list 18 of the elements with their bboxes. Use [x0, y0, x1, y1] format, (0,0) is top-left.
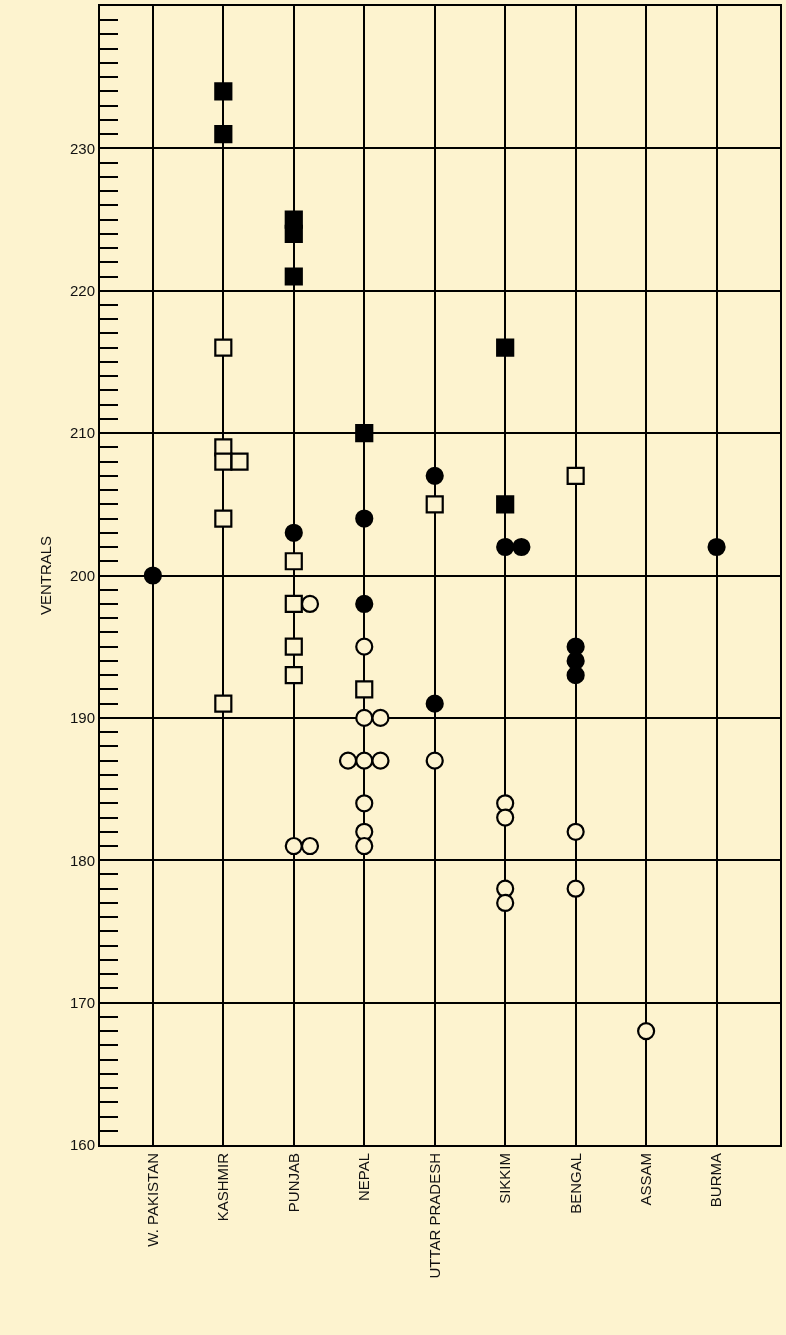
y-axis-title: VENTRALS: [36, 535, 54, 616]
x-tick-label: ASSAM: [636, 1153, 654, 1206]
y-tick-label: 190: [69, 709, 95, 727]
x-tick-label: BURMA: [707, 1153, 725, 1208]
x-tick-label: PUNJAB: [284, 1153, 302, 1213]
y-tick-label: 230: [69, 139, 95, 157]
y-tick-label: 200: [69, 566, 95, 584]
y-tick-label: 210: [69, 424, 95, 442]
y-tick-label: 170: [69, 993, 95, 1011]
x-tick-label: BENGAL: [566, 1153, 584, 1214]
y-tick-label: 180: [69, 851, 95, 869]
x-tick-label: NEPAL: [355, 1153, 373, 1202]
y-tick-label: 220: [69, 282, 95, 299]
y-tick-label: 160: [69, 1136, 95, 1154]
x-tick-label: KASHMIR: [214, 1152, 232, 1222]
x-tick-label: W. PAKISTAN: [143, 1153, 161, 1247]
x-tick-label: UTTAR PRADESH: [425, 1153, 443, 1279]
x-tick-label: SIKKIM: [496, 1153, 514, 1204]
